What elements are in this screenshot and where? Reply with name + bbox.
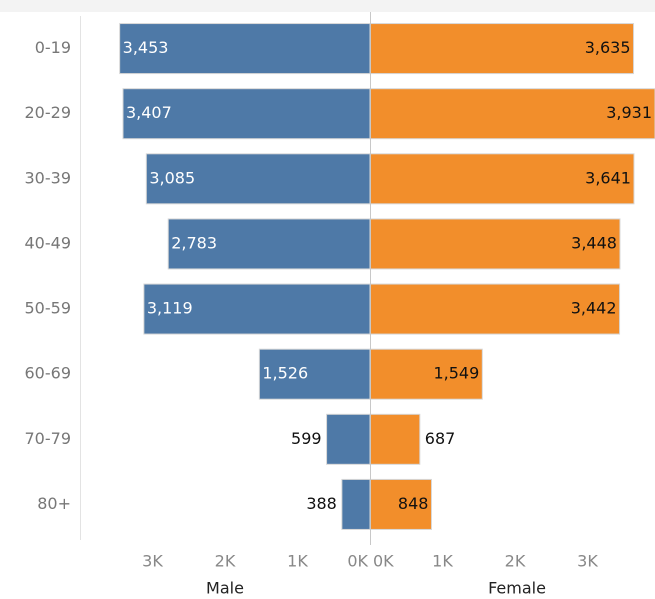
male-value-label: 2,783 — [171, 233, 217, 252]
female-value-label: 687 — [425, 429, 456, 448]
female-bar — [369, 413, 421, 465]
male-value-label: 3,407 — [126, 103, 172, 122]
female-value-label: 1,549 — [433, 364, 479, 383]
female-bar — [369, 283, 621, 335]
male-tick-label: 2K — [215, 552, 236, 571]
female-tick-label: 2K — [505, 552, 526, 571]
category-label: 80+ — [37, 494, 71, 513]
category-label: 30-39 — [25, 168, 72, 187]
category-label: 40-49 — [25, 233, 72, 252]
female-tick-label: 0K — [373, 552, 394, 571]
category-label: 70-79 — [25, 429, 72, 448]
top-band — [0, 0, 655, 12]
category-label: 60-69 — [25, 364, 72, 383]
male-bar — [122, 88, 371, 140]
male-bar — [143, 283, 371, 335]
male-axis-title: Male — [206, 579, 244, 598]
female-value-label: 3,931 — [606, 103, 652, 122]
male-tick-label: 0K — [347, 552, 368, 571]
male-bar — [145, 153, 371, 205]
male-bar — [258, 348, 371, 400]
female-bar — [369, 218, 621, 270]
female-bar — [369, 88, 655, 140]
male-value-label: 3,085 — [149, 168, 195, 187]
female-value-label: 3,448 — [571, 233, 617, 252]
male-bar — [167, 218, 371, 270]
male-value-label: 599 — [291, 429, 322, 448]
male-value-label: 3,119 — [147, 299, 193, 318]
female-value-label: 3,641 — [585, 168, 631, 187]
category-label: 20-29 — [25, 103, 72, 122]
female-bar — [369, 348, 483, 400]
male-bar — [119, 23, 371, 75]
male-value-label: 3,453 — [123, 38, 169, 57]
male-bar — [341, 478, 371, 530]
female-axis-title: Female — [488, 579, 546, 598]
male-value-label: 1,526 — [262, 364, 308, 383]
female-tick-label: 3K — [577, 552, 598, 571]
male-bar — [326, 413, 371, 465]
female-value-label: 848 — [398, 494, 429, 513]
male-tick-label: 3K — [142, 552, 163, 571]
female-value-label: 3,635 — [585, 38, 631, 57]
female-value-label: 3,442 — [571, 299, 617, 318]
male-value-label: 388 — [306, 494, 337, 513]
category-label: 50-59 — [25, 299, 72, 318]
female-bar — [369, 153, 635, 205]
male-tick-label: 1K — [287, 552, 308, 571]
female-tick-label: 1K — [432, 552, 453, 571]
category-label: 0-19 — [35, 38, 71, 57]
